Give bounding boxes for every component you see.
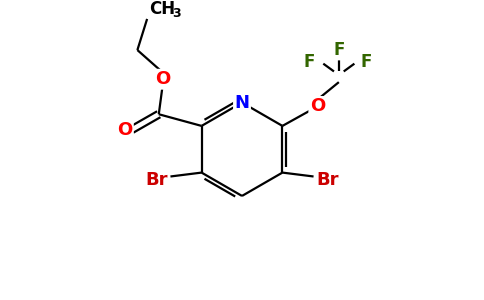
- Text: F: F: [333, 41, 345, 59]
- Text: 3: 3: [172, 7, 181, 20]
- Text: O: O: [117, 121, 132, 139]
- Text: N: N: [235, 94, 249, 112]
- Text: CH: CH: [150, 0, 176, 18]
- Text: F: F: [304, 53, 316, 71]
- Text: O: O: [310, 98, 325, 116]
- Text: F: F: [361, 53, 372, 71]
- Text: O: O: [155, 70, 170, 88]
- Text: Br: Br: [316, 171, 338, 189]
- Text: Br: Br: [146, 171, 168, 189]
